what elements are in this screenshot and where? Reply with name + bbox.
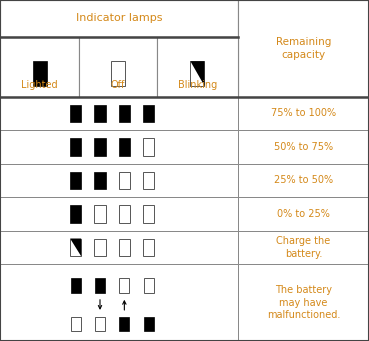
Text: Charge the
battery.: Charge the battery. bbox=[276, 236, 331, 259]
FancyBboxPatch shape bbox=[238, 97, 369, 130]
Polygon shape bbox=[70, 238, 81, 256]
FancyBboxPatch shape bbox=[70, 105, 81, 122]
FancyBboxPatch shape bbox=[144, 279, 154, 293]
Text: The battery
may have
malfunctioned.: The battery may have malfunctioned. bbox=[267, 285, 340, 320]
FancyBboxPatch shape bbox=[94, 238, 106, 256]
Text: 75% to 100%: 75% to 100% bbox=[271, 108, 336, 118]
FancyBboxPatch shape bbox=[70, 317, 80, 331]
FancyBboxPatch shape bbox=[33, 61, 46, 86]
FancyBboxPatch shape bbox=[119, 105, 130, 122]
FancyBboxPatch shape bbox=[119, 279, 129, 293]
FancyBboxPatch shape bbox=[95, 317, 105, 331]
FancyBboxPatch shape bbox=[94, 105, 106, 122]
FancyBboxPatch shape bbox=[119, 238, 130, 256]
FancyBboxPatch shape bbox=[0, 231, 238, 264]
FancyBboxPatch shape bbox=[70, 138, 81, 156]
Text: Indicator lamps: Indicator lamps bbox=[76, 13, 162, 24]
FancyBboxPatch shape bbox=[238, 231, 369, 264]
FancyBboxPatch shape bbox=[0, 0, 238, 37]
FancyBboxPatch shape bbox=[0, 197, 238, 231]
FancyBboxPatch shape bbox=[143, 172, 154, 189]
Text: Blinking: Blinking bbox=[178, 80, 217, 90]
Text: 50% to 75%: 50% to 75% bbox=[274, 142, 333, 152]
FancyBboxPatch shape bbox=[94, 205, 106, 223]
FancyBboxPatch shape bbox=[144, 317, 154, 331]
FancyBboxPatch shape bbox=[238, 130, 369, 164]
FancyBboxPatch shape bbox=[79, 37, 157, 97]
FancyBboxPatch shape bbox=[95, 279, 105, 293]
Text: 25% to 50%: 25% to 50% bbox=[274, 175, 333, 186]
Text: Remaining
capacity: Remaining capacity bbox=[276, 37, 331, 60]
FancyBboxPatch shape bbox=[0, 264, 238, 341]
FancyBboxPatch shape bbox=[70, 238, 81, 256]
FancyBboxPatch shape bbox=[119, 138, 130, 156]
FancyBboxPatch shape bbox=[157, 37, 238, 97]
FancyBboxPatch shape bbox=[238, 0, 369, 97]
Text: Off: Off bbox=[111, 80, 125, 90]
Text: Lighted: Lighted bbox=[21, 80, 58, 90]
FancyBboxPatch shape bbox=[111, 61, 125, 86]
FancyBboxPatch shape bbox=[0, 130, 238, 164]
FancyBboxPatch shape bbox=[238, 264, 369, 341]
FancyBboxPatch shape bbox=[143, 105, 154, 122]
FancyBboxPatch shape bbox=[70, 279, 80, 293]
Text: 0% to 25%: 0% to 25% bbox=[277, 209, 330, 219]
FancyBboxPatch shape bbox=[238, 164, 369, 197]
FancyBboxPatch shape bbox=[0, 164, 238, 197]
FancyBboxPatch shape bbox=[119, 172, 130, 189]
FancyBboxPatch shape bbox=[143, 205, 154, 223]
FancyBboxPatch shape bbox=[70, 205, 81, 223]
FancyBboxPatch shape bbox=[0, 97, 238, 130]
FancyBboxPatch shape bbox=[143, 138, 154, 156]
FancyBboxPatch shape bbox=[0, 37, 79, 97]
Polygon shape bbox=[190, 61, 204, 86]
FancyBboxPatch shape bbox=[70, 172, 81, 189]
FancyBboxPatch shape bbox=[94, 138, 106, 156]
FancyBboxPatch shape bbox=[190, 61, 204, 86]
FancyBboxPatch shape bbox=[119, 205, 130, 223]
FancyBboxPatch shape bbox=[94, 172, 106, 189]
FancyBboxPatch shape bbox=[238, 197, 369, 231]
FancyBboxPatch shape bbox=[143, 238, 154, 256]
FancyBboxPatch shape bbox=[119, 317, 129, 331]
